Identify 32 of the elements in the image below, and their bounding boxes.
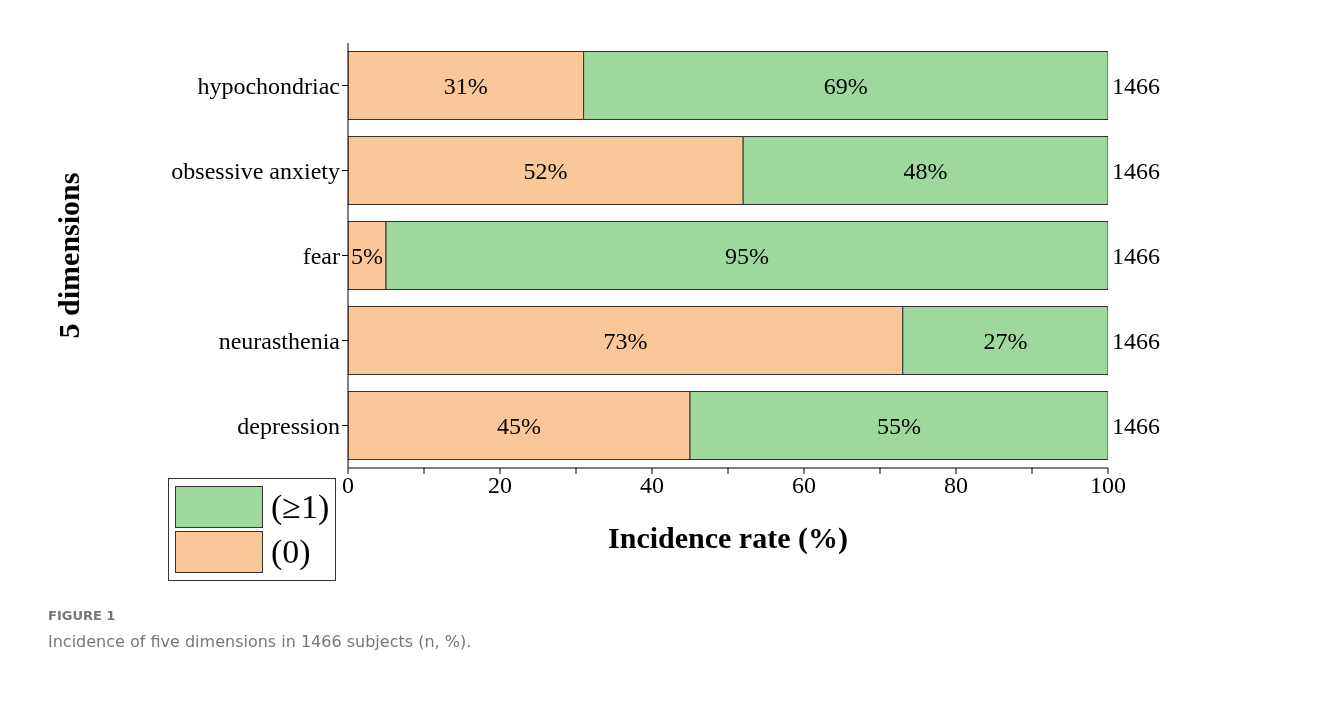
data-label: 52% (523, 157, 568, 184)
text: 1466 (1112, 412, 1160, 439)
data-label: 5% (351, 242, 383, 269)
y-tick-label: fear (302, 243, 340, 270)
data-label: 48% (903, 157, 948, 184)
text: Incidence of five dimensions in 1466 subjects (n, %). (48, 632, 472, 651)
data-label: 95% (725, 242, 769, 269)
x-tick-label: 0 (342, 472, 354, 499)
y-tick-label: hypochondriac (197, 73, 340, 100)
text: 1466 (1112, 72, 1160, 99)
text: 1466 (1112, 157, 1160, 184)
text: 1466 (1112, 242, 1160, 269)
data-label: 45% (497, 412, 541, 439)
x-tick-label: 80 (944, 472, 968, 499)
data-label: 55% (877, 412, 921, 439)
legend-label: (≥1) (271, 488, 330, 526)
x-tick-label: 100 (1090, 472, 1126, 499)
data-label: 27% (983, 327, 1028, 354)
x-axis-title: Incidence rate (%) (608, 521, 848, 555)
x-tick-label: 20 (488, 472, 512, 499)
caption: FIGURE 1 (48, 608, 116, 623)
y-tick-label: neurasthenia (218, 328, 341, 355)
y-axis-title: 5 dimensions (51, 172, 85, 339)
data-label: 69% (823, 72, 868, 99)
data-label: 73% (603, 327, 648, 354)
y-tick-label: depression (237, 413, 340, 440)
x-tick-label: 60 (792, 472, 816, 499)
text: 1466 (1112, 327, 1160, 354)
x-tick-label: 40 (640, 472, 664, 499)
legend-label: (0) (271, 533, 311, 571)
data-label: 31% (443, 72, 488, 99)
y-tick-label: obsessive anxiety (171, 158, 340, 185)
